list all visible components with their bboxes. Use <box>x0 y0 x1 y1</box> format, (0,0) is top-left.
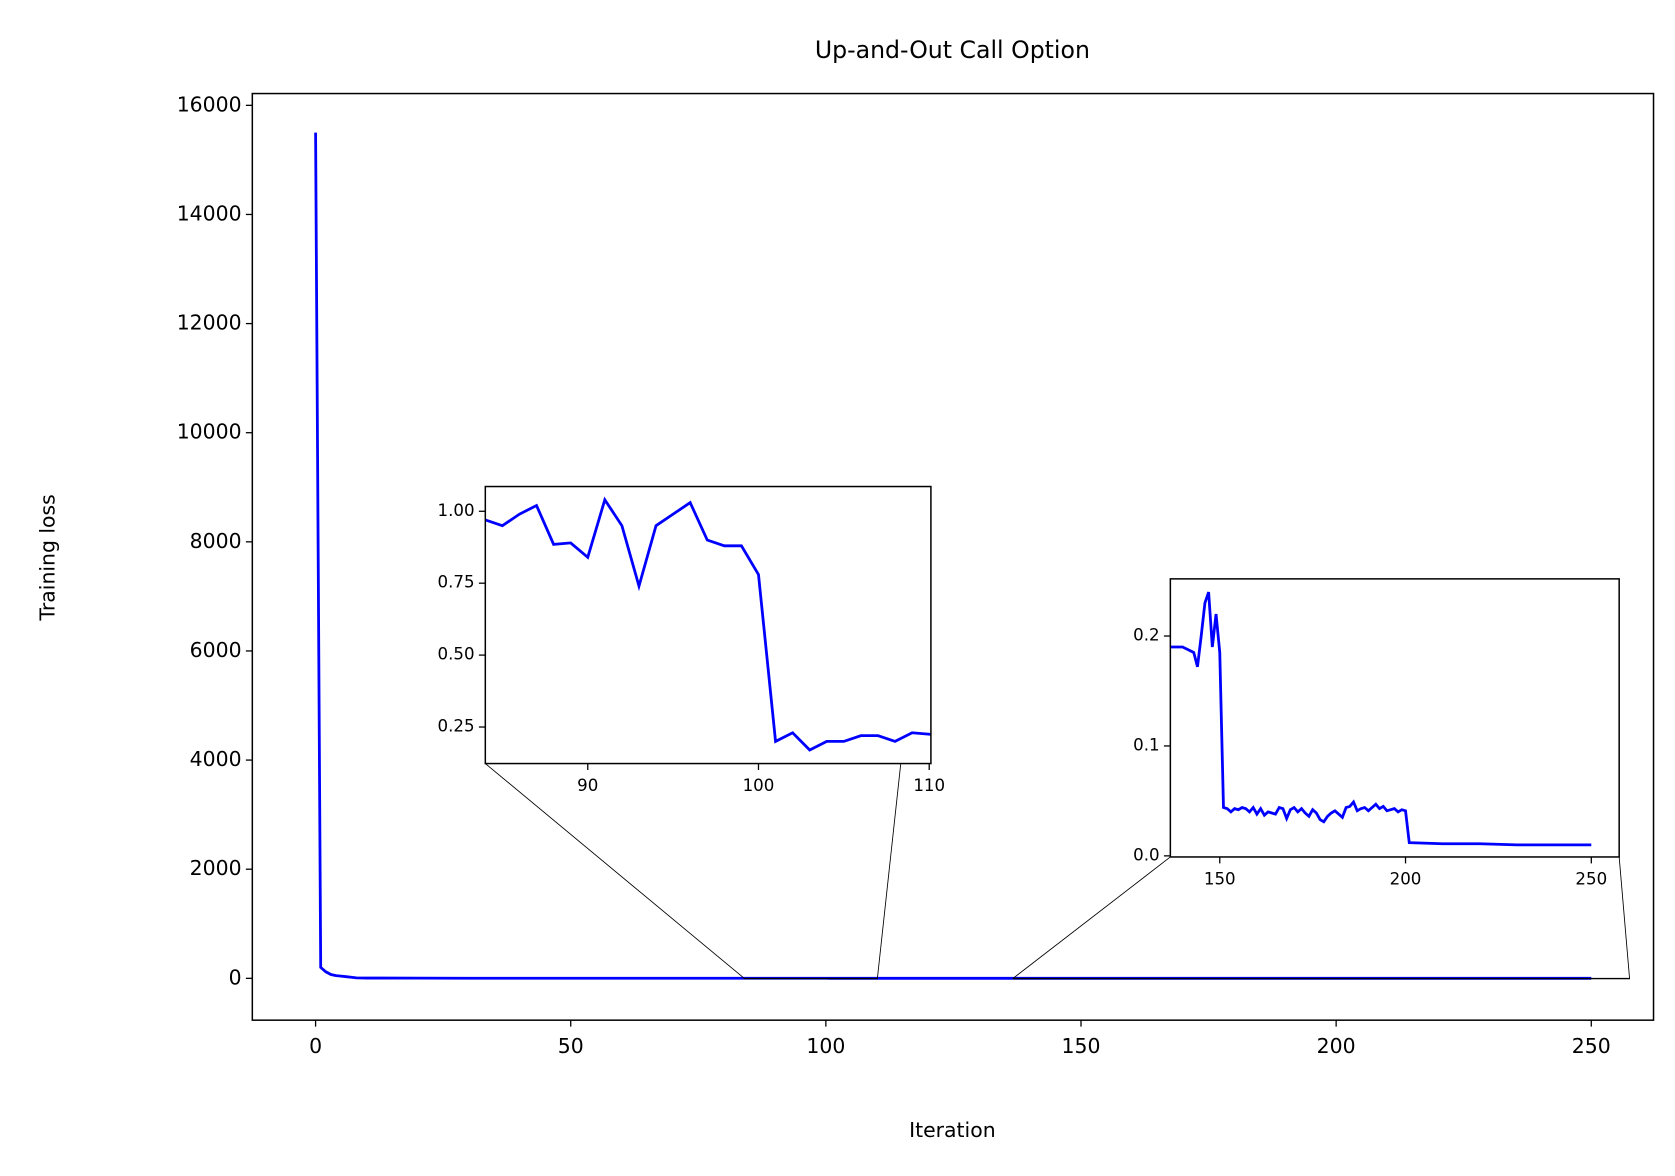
x-tick-label: 0 <box>309 1034 322 1058</box>
x-tick-label: 250 <box>1572 1034 1611 1058</box>
chart-title: Up-and-Out Call Option <box>815 36 1090 64</box>
y-tick-label: 0.25 <box>438 717 475 736</box>
y-tick-label: 0.0 <box>1133 845 1159 864</box>
y-tick-label: 0.1 <box>1133 735 1159 754</box>
x-tick-label: 110 <box>913 776 945 795</box>
y-tick-label: 14000 <box>177 201 242 225</box>
inset-background <box>485 486 931 764</box>
zoom-indicator <box>1012 977 1630 980</box>
y-tick-label: 12000 <box>177 311 242 335</box>
y-tick-label: 0 <box>229 965 242 989</box>
x-axis-label: Iteration <box>909 1118 996 1142</box>
y-tick-label: 0.75 <box>438 573 475 592</box>
y-tick-label: 0.2 <box>1133 626 1159 645</box>
x-tick-label: 90 <box>577 776 598 795</box>
y-tick-label: 0.50 <box>438 645 475 664</box>
y-tick-label: 6000 <box>190 638 242 662</box>
axes-frame <box>484 485 932 765</box>
x-tick-label: 200 <box>1317 1034 1356 1058</box>
axes-frame <box>1169 578 1620 858</box>
x-tick-label: 100 <box>806 1034 845 1058</box>
x-tick-label: 150 <box>1062 1034 1101 1058</box>
y-tick-label: 16000 <box>177 92 242 116</box>
y-tick-label: 8000 <box>190 529 242 553</box>
zoom-indicator <box>743 977 878 980</box>
zoom-connector <box>485 763 745 979</box>
y-tick-label: 4000 <box>190 747 242 771</box>
y-tick-label: 10000 <box>177 420 242 444</box>
x-tick-label: 50 <box>558 1034 584 1058</box>
x-tick-label: 250 <box>1575 870 1607 889</box>
x-tick-label: 100 <box>743 776 775 795</box>
axes-frame <box>251 92 1655 1021</box>
y-tick-label: 2000 <box>190 856 242 880</box>
zoom-connector <box>1012 856 1171 979</box>
inset-background <box>1170 578 1620 857</box>
y-axis-label: Training loss <box>35 494 59 621</box>
x-tick-label: 200 <box>1390 870 1422 889</box>
zoom-connector <box>1618 856 1630 979</box>
x-tick-label: 150 <box>1204 870 1236 889</box>
y-tick-label: 1.00 <box>438 501 475 520</box>
